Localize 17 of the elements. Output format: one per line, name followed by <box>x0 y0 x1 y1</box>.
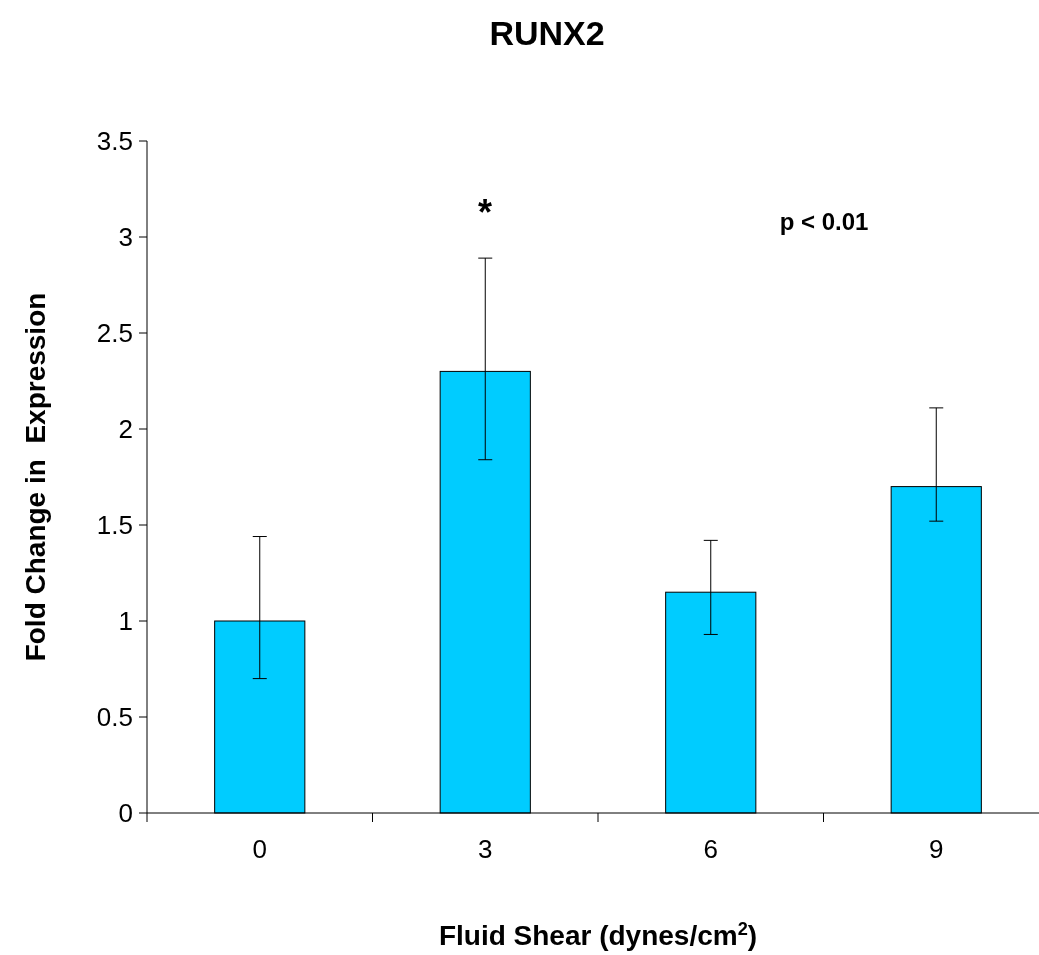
y-tick-label: 1.5 <box>96 510 133 541</box>
y-tick-label: 2.5 <box>96 318 133 349</box>
annotation: p < 0.01 <box>779 208 869 235</box>
x-tick-label: 3 <box>478 834 493 864</box>
x-tick-label: 0 <box>252 834 267 864</box>
y-tick-label: 0 <box>118 798 133 829</box>
x-tick-label: 6 <box>703 834 718 864</box>
y-tick-label: 3 <box>118 222 133 253</box>
y-tick-label: 1 <box>118 606 133 637</box>
y-axis-title: Fold Change in Expression <box>20 292 51 662</box>
y-tick-label: 3.5 <box>96 126 133 157</box>
chart-title: RUNX2 <box>489 14 605 52</box>
y-tick-label: 2 <box>118 414 133 445</box>
x-tick-label: 9 <box>929 834 944 864</box>
x-axis-title: Fluid Shear (dynes/cm$^{2}$) <box>438 919 758 951</box>
y-tick-label: 0.5 <box>96 702 133 733</box>
annotation: * <box>477 192 493 233</box>
